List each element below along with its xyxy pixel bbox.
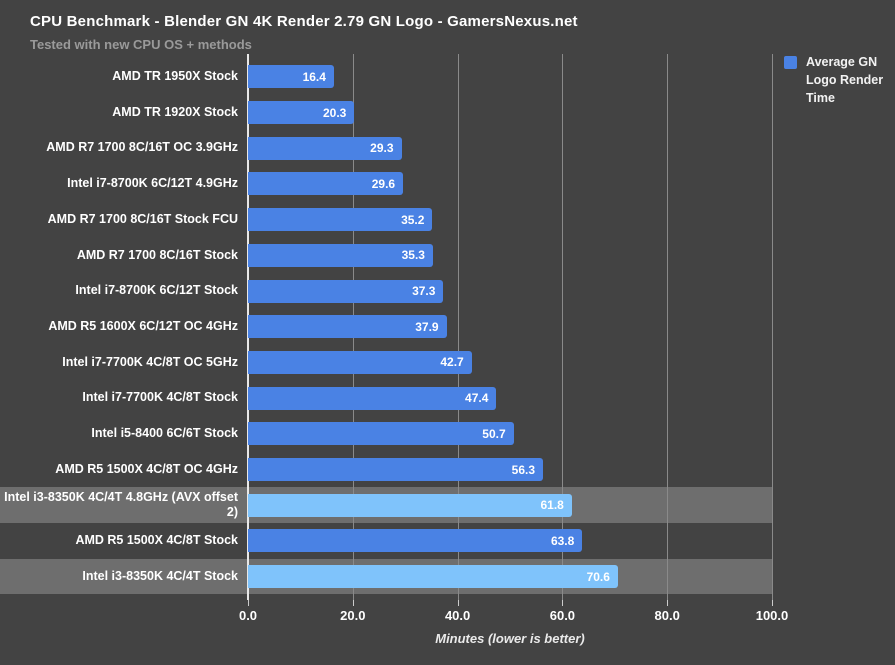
legend-swatch-icon [784, 56, 797, 69]
category-label: AMD R7 1700 8C/16T Stock FCU [47, 211, 238, 226]
axis-tick [248, 600, 249, 606]
x-tick-label: 20.0 [340, 608, 366, 623]
bar-value-label: 61.8 [540, 498, 564, 513]
bar: 42.7 [248, 350, 472, 374]
bar-value-label: 35.2 [401, 212, 425, 227]
x-tick-label: 40.0 [444, 608, 471, 623]
category-label: AMD R5 1500X 4C/8T Stock [75, 533, 238, 548]
bar: 29.6 [248, 172, 404, 196]
chart-subtitle: Tested with new CPU OS + methods [30, 37, 252, 52]
category-label: AMD R7 1700 8C/16T OC 3.9GHz [46, 140, 238, 155]
bar: 37.9 [248, 315, 447, 339]
bar-value-label: 50.7 [482, 426, 506, 441]
bar: 35.3 [248, 243, 433, 267]
category-label: AMD R5 1500X 4C/8T OC 4GHz [55, 461, 238, 476]
category-label: Intel i5-8400 6C/6T Stock [91, 426, 238, 441]
axis-tick [772, 600, 773, 606]
legend-label: Average GN Logo Render Time [806, 55, 884, 105]
category-label: AMD R7 1700 8C/16T Stock [76, 247, 238, 262]
bar-value-label: 70.6 [586, 569, 610, 584]
x-tick-label: 0.0 [238, 608, 258, 623]
x-axis-title: Minutes (lower is better) [435, 631, 585, 646]
bar: 61.8 [248, 493, 572, 517]
bar-value-label: 42.7 [440, 355, 464, 370]
bar-value-label: 20.3 [323, 105, 347, 120]
bar: 50.7 [248, 422, 514, 446]
bar-value-label: 16.4 [302, 69, 326, 84]
axis-tick [457, 600, 459, 606]
axis-tick [562, 600, 564, 606]
x-tick-label: 100.0 [755, 608, 789, 623]
gridline [667, 54, 669, 600]
bar-value-label: 29.3 [370, 141, 394, 156]
axis-tick [667, 600, 669, 606]
bar: 63.8 [248, 529, 583, 553]
bar-value-label: 47.4 [465, 391, 489, 406]
bar-value-label: 56.3 [511, 462, 535, 477]
bar: 37.3 [248, 279, 444, 303]
axis-tick [352, 600, 354, 606]
bar: 56.3 [248, 458, 543, 482]
bar-value-label: 63.8 [550, 533, 575, 548]
category-label: Intel i7-7700K 4C/8T Stock [82, 390, 238, 405]
bar: 29.3 [248, 136, 402, 160]
bar: 35.2 [248, 208, 433, 232]
bar-value-label: 37.3 [412, 284, 436, 299]
category-label: AMD TR 1920X Stock [112, 104, 238, 119]
bar-value-label: 37.9 [415, 319, 439, 334]
bar-value-label: 29.6 [371, 176, 396, 191]
category-label: AMD R5 1600X 6C/12T OC 4GHz [48, 318, 238, 333]
category-label: Intel i3-8350K 4C/4T Stock [82, 568, 238, 583]
category-label: Intel i3-8350K 4C/4T 4.8GHz (AVX offset … [4, 489, 238, 520]
gridline [562, 54, 564, 600]
category-label: AMD TR 1950X Stock [112, 69, 238, 84]
bar: 20.3 [248, 101, 355, 125]
category-label: Intel i7-8700K 6C/12T 4.9GHz [67, 176, 238, 191]
bar: 47.4 [248, 386, 497, 410]
category-label: Intel i7-8700K 6C/12T Stock [75, 283, 238, 298]
bar: 70.6 [248, 565, 618, 589]
gridline [457, 54, 459, 600]
x-tick-label: 80.0 [654, 608, 680, 623]
category-label: Intel i7-7700K 4C/8T OC 5GHz [62, 354, 238, 369]
gridline [772, 54, 773, 600]
x-tick-label: 60.0 [549, 608, 576, 623]
legend: Average GN Logo Render Time [784, 54, 888, 107]
chart-title: CPU Benchmark - Blender GN 4K Render 2.7… [30, 13, 578, 30]
bar-value-label: 35.3 [401, 248, 425, 263]
bar: 16.4 [248, 65, 334, 89]
